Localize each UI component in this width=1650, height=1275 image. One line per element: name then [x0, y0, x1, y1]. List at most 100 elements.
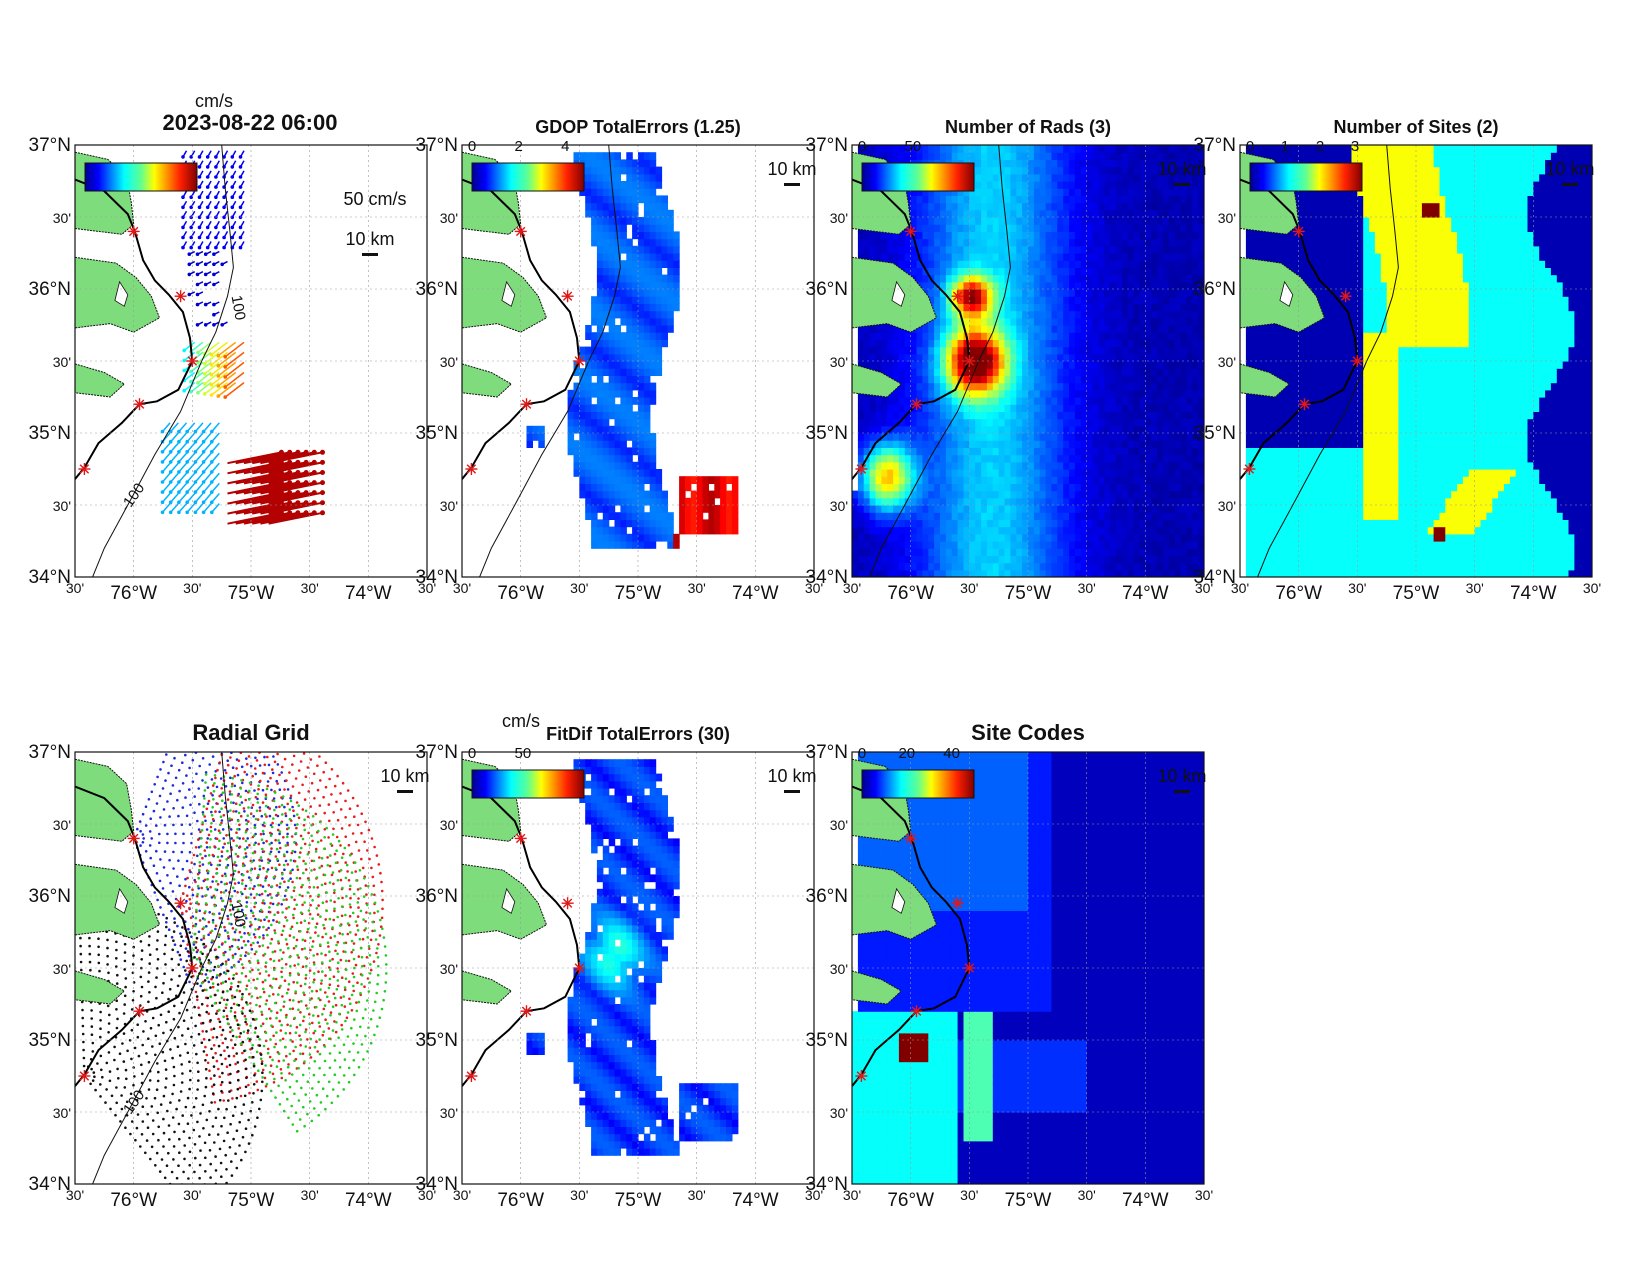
heatmap-cell — [1010, 397, 1017, 405]
heatmap-cell — [1157, 166, 1164, 175]
heatmap-cell — [1039, 245, 1047, 254]
heatmap-cell — [1080, 555, 1088, 564]
heatmap-cell — [1057, 368, 1064, 376]
heatmap-cell — [904, 469, 912, 477]
heatmap-cell — [626, 375, 633, 384]
heatmap-cell — [632, 505, 639, 513]
heatmap-cell — [1092, 296, 1099, 304]
heatmap-cell — [1157, 375, 1164, 384]
heatmap-cell — [596, 368, 604, 376]
heatmap-cell — [1192, 209, 1199, 218]
heatmap-cell — [1110, 332, 1117, 340]
heatmap-cell — [608, 505, 616, 513]
heatmap-cell — [1104, 145, 1111, 153]
heatmap-cell — [904, 353, 912, 362]
heatmap-cell — [910, 346, 918, 355]
heatmap-cell — [626, 317, 633, 326]
heatmap-cell — [1139, 418, 1146, 427]
heatmap-cell — [579, 375, 586, 384]
heatmap-cell — [893, 562, 900, 571]
heatmap-cell — [1157, 296, 1164, 304]
heatmap-cell — [661, 217, 668, 225]
heatmap-cell — [608, 361, 616, 369]
heatmap-cell — [945, 274, 953, 283]
heatmap-cell — [632, 433, 639, 441]
vector-arrowhead — [205, 155, 210, 159]
heatmap-cell — [1121, 569, 1129, 577]
heatmap-cell — [1145, 541, 1152, 549]
heatmap-cell — [596, 476, 604, 484]
heatmap-cell — [1092, 418, 1099, 427]
heatmap-cell — [1151, 181, 1158, 189]
heatmap-cell — [969, 526, 976, 535]
vector-arrowhead — [238, 215, 243, 220]
heatmap-cell — [1063, 418, 1070, 427]
heatmap-cell — [1192, 569, 1199, 577]
heatmap-cell — [614, 533, 621, 542]
heatmap-cell — [940, 281, 947, 290]
heatmap-cell — [1004, 195, 1011, 204]
heatmap-cell — [1092, 476, 1099, 484]
heatmap-cell — [667, 281, 674, 290]
heatmap-cell — [1092, 195, 1099, 204]
heatmap-cell — [893, 238, 900, 247]
heatmap-cell — [1033, 231, 1041, 240]
heatmap-cell — [702, 490, 709, 499]
heatmap-cell — [1045, 346, 1053, 355]
heatmap-cell — [1157, 267, 1164, 276]
heatmap-cell — [1022, 541, 1029, 549]
heatmap-cell — [661, 231, 668, 240]
heatmap-cell — [596, 238, 604, 247]
heatmap-cell — [1180, 289, 1187, 297]
heatmap-cell — [1069, 389, 1076, 398]
gridlines — [462, 145, 814, 577]
heatmap-cell — [608, 433, 616, 441]
heatmap-cell — [608, 166, 616, 175]
heatmap-cell — [1098, 368, 1105, 376]
heatmap-cell — [1080, 368, 1088, 376]
heatmap-cell — [998, 425, 1006, 434]
heatmap-cell — [916, 425, 923, 434]
heatmap-cell — [1192, 368, 1199, 376]
heatmap-cell — [1116, 317, 1123, 326]
heatmap-cell — [567, 425, 575, 434]
heatmap-cell — [887, 483, 894, 492]
heatmap-cell — [1051, 569, 1058, 577]
heatmap-cell — [1180, 476, 1187, 484]
heatmap-cell — [1098, 519, 1105, 528]
heatmap-cell — [1028, 181, 1035, 189]
heatmap-cell — [969, 339, 976, 348]
heatmap-cell — [638, 541, 645, 549]
heatmap-cell — [1145, 519, 1152, 528]
heatmap-cell — [904, 447, 912, 456]
heatmap-cell — [1127, 526, 1135, 535]
heatmap-cell — [1057, 411, 1064, 420]
heatmap-cell — [614, 418, 621, 427]
heatmap-cell — [1010, 217, 1017, 225]
coastline — [462, 178, 581, 480]
heatmap-cell — [620, 339, 627, 348]
heatmap-cell — [1063, 181, 1070, 189]
heatmap-cell — [1069, 325, 1076, 333]
heatmap-cell — [863, 497, 871, 506]
heatmap-cell — [1192, 447, 1199, 456]
heatmap-cell — [614, 519, 621, 528]
current-vector — [211, 432, 220, 443]
heatmap-cell — [975, 548, 982, 556]
heatmap-cell — [1092, 238, 1099, 247]
heatmap-cell — [1074, 375, 1082, 384]
heatmap-cell — [904, 339, 912, 348]
heatmap-cell — [916, 440, 923, 448]
heatmap-cell — [981, 461, 988, 470]
heatmap-cell — [1198, 454, 1204, 463]
radar-site-marker — [910, 398, 923, 411]
heatmap-cell — [608, 188, 616, 196]
heatmap-cell — [969, 289, 976, 297]
current-vector — [252, 471, 307, 485]
heatmap-cell — [1157, 209, 1164, 218]
heatmap-cell — [1180, 166, 1187, 175]
heatmap-cell — [928, 461, 935, 470]
heatmap-cell — [1063, 209, 1070, 218]
heatmap-cell — [986, 145, 994, 153]
